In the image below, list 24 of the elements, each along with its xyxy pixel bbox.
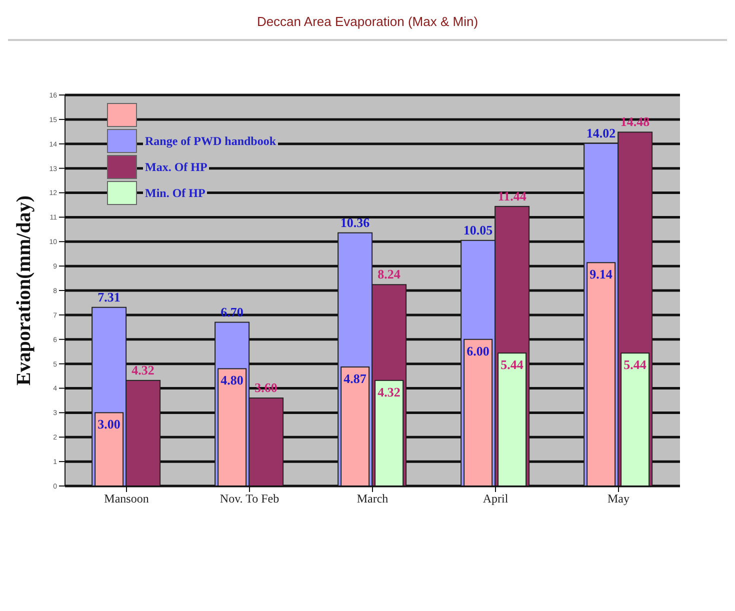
data-label: 14.02 <box>586 125 616 140</box>
legend-label: Min. Of HP <box>143 186 208 200</box>
data-label: 7.31 <box>98 289 120 304</box>
data-label: 4.87 <box>344 370 367 386</box>
data-label: 10.36 <box>340 214 370 230</box>
data-label: 6.00 <box>466 343 490 358</box>
legend-label: Range of PWD handbook <box>143 134 278 148</box>
y-axis-title: Evaporation(mm/day) <box>13 196 36 386</box>
x-tick-label: April <box>482 492 509 506</box>
x-tick-label: March <box>356 492 388 506</box>
x-tick-label: May <box>608 492 630 506</box>
data-label: 5.44 <box>624 357 647 372</box>
data-label: 4.32 <box>132 362 154 378</box>
data-label: 4.80 <box>220 372 244 388</box>
legend-label: Max. Of HP <box>143 160 210 174</box>
data-label: 9.14 <box>590 266 613 282</box>
chart-title: Deccan Area Evaporation (Max & Min) <box>8 8 727 41</box>
data-label: 10.05 <box>463 222 494 238</box>
data-label: 5.44 <box>500 357 524 372</box>
x-tick-label: Mansoon <box>104 492 149 506</box>
x-tick-label: Nov. To Feb <box>220 492 280 506</box>
data-label: 3.00 <box>98 416 120 432</box>
data-label: 8.24 <box>378 266 401 282</box>
data-label: 4.32 <box>378 384 400 400</box>
